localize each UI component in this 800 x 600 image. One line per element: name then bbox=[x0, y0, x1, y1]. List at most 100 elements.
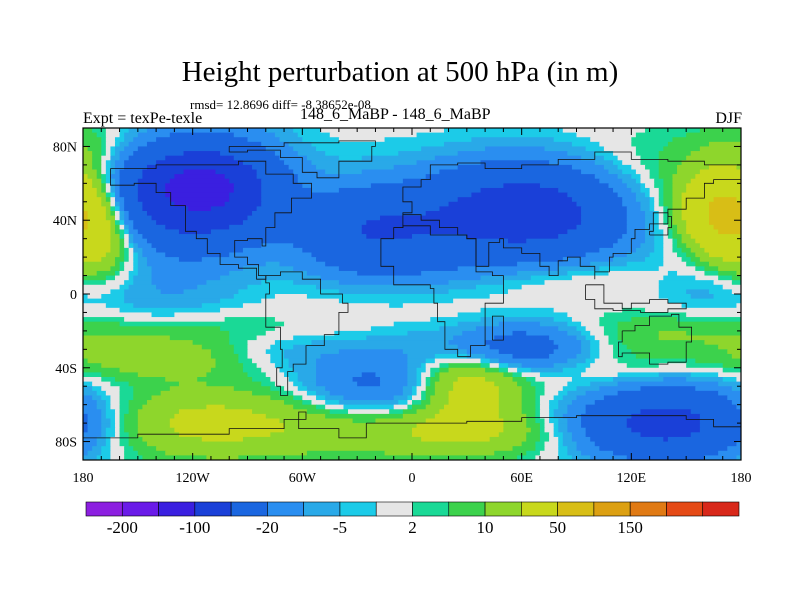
case-label: 148_6_MaBP - 148_6_MaBP bbox=[300, 106, 491, 123]
contour-cell bbox=[311, 252, 587, 258]
contour-cell bbox=[558, 404, 568, 410]
contour-cell bbox=[124, 446, 134, 452]
contour-cell bbox=[224, 404, 294, 410]
contour-cell bbox=[83, 400, 98, 406]
contour-cell bbox=[233, 344, 249, 350]
contour-cell bbox=[110, 423, 116, 429]
contour-cell bbox=[558, 441, 564, 447]
contour-cell bbox=[348, 409, 390, 415]
contour-cell bbox=[114, 427, 121, 433]
contour-cell bbox=[485, 353, 514, 360]
contour-cell bbox=[677, 238, 683, 244]
contour-cell bbox=[736, 164, 741, 171]
contour-cell bbox=[594, 160, 614, 166]
contour-cell bbox=[663, 252, 678, 258]
contour-cell bbox=[553, 307, 623, 314]
contour-cell bbox=[718, 381, 741, 387]
contour-cell bbox=[229, 178, 262, 184]
contour-cell bbox=[626, 220, 646, 226]
contour-cell bbox=[576, 224, 628, 231]
contour-cell bbox=[475, 326, 559, 332]
contour-cell bbox=[603, 312, 687, 318]
contour-cell bbox=[489, 294, 660, 300]
contour-cell bbox=[83, 192, 98, 198]
contour-cell bbox=[119, 178, 139, 184]
contour-cell bbox=[96, 187, 102, 194]
contour-cell bbox=[83, 446, 93, 452]
contour-cell bbox=[622, 340, 706, 346]
contour-cell bbox=[325, 261, 518, 267]
contour-cell bbox=[439, 326, 477, 332]
contour-cell bbox=[165, 183, 235, 189]
contour-cell bbox=[686, 183, 741, 189]
contour-cell bbox=[83, 418, 89, 424]
contour-cell bbox=[124, 252, 130, 258]
contour-cell bbox=[389, 303, 404, 309]
contour-cell bbox=[110, 174, 121, 180]
contour-cell bbox=[306, 294, 491, 300]
contour-cell bbox=[137, 270, 153, 277]
contour-cell bbox=[105, 427, 116, 433]
contour-cell bbox=[206, 280, 262, 286]
contour-cell bbox=[553, 427, 559, 433]
contour-cell bbox=[617, 155, 642, 161]
contour-cell bbox=[535, 395, 541, 401]
contour-cell bbox=[709, 141, 741, 148]
contour-cell bbox=[654, 183, 664, 189]
contour-cell bbox=[119, 367, 212, 373]
contour-cell bbox=[297, 372, 317, 378]
contour-cell bbox=[626, 455, 706, 460]
contour-cell bbox=[279, 367, 294, 373]
contour-cell bbox=[581, 349, 591, 355]
contour-cell bbox=[480, 317, 555, 323]
contour-cell bbox=[686, 252, 696, 258]
contour-cell bbox=[146, 128, 267, 134]
contour-cell bbox=[119, 247, 125, 254]
contour-cell bbox=[539, 432, 550, 438]
contour-cell bbox=[704, 247, 741, 254]
contour-cell bbox=[142, 174, 175, 180]
contour-cell bbox=[119, 183, 139, 189]
contour-cell bbox=[133, 257, 139, 263]
contour-cell bbox=[261, 243, 294, 249]
contour-cell bbox=[128, 252, 134, 258]
contour-cell bbox=[169, 386, 235, 392]
contour-cell bbox=[114, 261, 121, 267]
contour-cell bbox=[667, 141, 710, 148]
contour-cell bbox=[736, 441, 741, 447]
y-tick-label: 80N bbox=[53, 140, 77, 155]
contour-cell bbox=[105, 432, 116, 438]
contour-cell bbox=[526, 330, 568, 337]
contour-cell bbox=[137, 183, 166, 189]
contour-cell bbox=[722, 377, 738, 383]
contour-cell bbox=[658, 211, 664, 217]
contour-cell bbox=[105, 141, 116, 148]
contour-cell bbox=[110, 395, 121, 401]
contour-cell bbox=[119, 192, 139, 198]
contour-cell bbox=[83, 326, 221, 332]
contour-cell bbox=[238, 455, 518, 460]
contour-cell bbox=[407, 363, 422, 369]
contour-cell bbox=[229, 335, 258, 341]
x-tick-label: 0 bbox=[409, 471, 416, 486]
contour-cell bbox=[677, 229, 687, 235]
contour-cell bbox=[581, 423, 628, 429]
contour-cell bbox=[119, 261, 125, 267]
contour-cell bbox=[562, 432, 573, 438]
colorbar-swatch bbox=[484, 501, 522, 517]
contour-cell bbox=[284, 427, 413, 433]
contour-cell bbox=[407, 381, 418, 387]
contour-cell bbox=[421, 395, 427, 401]
contour-cell bbox=[119, 432, 130, 438]
contour-cell bbox=[494, 335, 550, 341]
contour-cell bbox=[252, 358, 271, 364]
contour-cell bbox=[270, 432, 413, 438]
contour-cell bbox=[681, 192, 741, 198]
contour-cell bbox=[242, 303, 390, 309]
contour-cell bbox=[124, 289, 162, 295]
contour-cell bbox=[105, 400, 112, 406]
contour-cell bbox=[169, 423, 285, 429]
contour-cell bbox=[617, 321, 741, 327]
contour-cell bbox=[128, 275, 134, 281]
contour-cell bbox=[128, 400, 148, 406]
